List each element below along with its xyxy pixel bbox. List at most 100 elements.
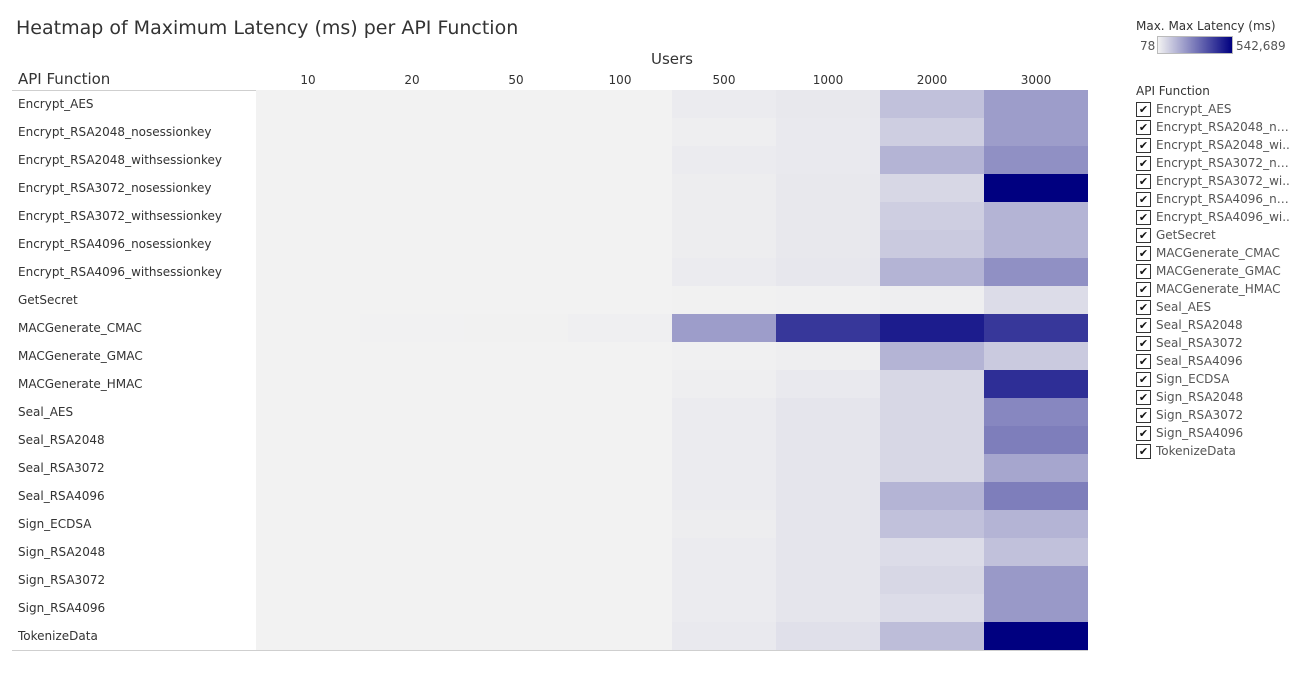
heatmap-cell[interactable] — [672, 538, 776, 566]
heatmap-cell[interactable] — [568, 202, 672, 230]
heatmap-cell[interactable] — [984, 426, 1088, 454]
heatmap-cell[interactable] — [984, 202, 1088, 230]
checkbox-checked-icon[interactable]: ✔ — [1136, 173, 1151, 189]
heatmap-cell[interactable] — [256, 594, 360, 622]
heatmap-cell[interactable] — [568, 342, 672, 370]
checkbox-checked-icon[interactable]: ✔ — [1136, 335, 1151, 351]
checkbox-checked-icon[interactable]: ✔ — [1136, 281, 1151, 297]
heatmap-cell[interactable] — [880, 146, 984, 174]
heatmap-cell[interactable] — [776, 538, 880, 566]
heatmap-cell[interactable] — [880, 510, 984, 538]
filter-item[interactable]: ✔ Encrypt_RSA4096_wi.. — [1136, 208, 1294, 226]
heatmap-cell[interactable] — [984, 314, 1088, 342]
heatmap-cell[interactable] — [776, 370, 880, 398]
heatmap-cell[interactable] — [568, 482, 672, 510]
heatmap-cell[interactable] — [256, 398, 360, 426]
filter-item[interactable]: ✔ Sign_RSA3072 — [1136, 406, 1294, 424]
heatmap-cell[interactable] — [984, 258, 1088, 286]
heatmap-cell[interactable] — [984, 398, 1088, 426]
checkbox-checked-icon[interactable]: ✔ — [1136, 425, 1151, 441]
heatmap-cell[interactable] — [880, 622, 984, 650]
heatmap-cell[interactable] — [672, 174, 776, 202]
heatmap-cell[interactable] — [256, 370, 360, 398]
filter-item[interactable]: ✔ Encrypt_AES — [1136, 100, 1294, 118]
heatmap-cell[interactable] — [776, 118, 880, 146]
heatmap-cell[interactable] — [360, 118, 464, 146]
heatmap-cell[interactable] — [256, 314, 360, 342]
heatmap-cell[interactable] — [880, 258, 984, 286]
heatmap-cell[interactable] — [984, 622, 1088, 650]
heatmap-cell[interactable] — [984, 286, 1088, 314]
filter-item[interactable]: ✔ Sign_ECDSA — [1136, 370, 1294, 388]
checkbox-checked-icon[interactable]: ✔ — [1136, 137, 1151, 153]
filter-item[interactable]: ✔ Sign_RSA4096 — [1136, 424, 1294, 442]
heatmap-cell[interactable] — [464, 342, 568, 370]
heatmap-cell[interactable] — [464, 594, 568, 622]
heatmap-cell[interactable] — [880, 342, 984, 370]
checkbox-checked-icon[interactable]: ✔ — [1136, 443, 1151, 459]
heatmap-cell[interactable] — [984, 370, 1088, 398]
checkbox-checked-icon[interactable]: ✔ — [1136, 227, 1151, 243]
heatmap-cell[interactable] — [464, 370, 568, 398]
heatmap-cell[interactable] — [568, 538, 672, 566]
heatmap-cell[interactable] — [880, 230, 984, 258]
heatmap-cell[interactable] — [360, 454, 464, 482]
heatmap-cell[interactable] — [256, 202, 360, 230]
heatmap-cell[interactable] — [672, 370, 776, 398]
heatmap-cell[interactable] — [568, 454, 672, 482]
filter-item[interactable]: ✔ Seal_AES — [1136, 298, 1294, 316]
heatmap-cell[interactable] — [880, 90, 984, 118]
heatmap-cell[interactable] — [360, 90, 464, 118]
heatmap-cell[interactable] — [464, 482, 568, 510]
heatmap-cell[interactable] — [256, 174, 360, 202]
checkbox-checked-icon[interactable]: ✔ — [1136, 389, 1151, 405]
heatmap-cell[interactable] — [360, 566, 464, 594]
heatmap-cell[interactable] — [464, 622, 568, 650]
heatmap-cell[interactable] — [256, 482, 360, 510]
checkbox-checked-icon[interactable]: ✔ — [1136, 101, 1151, 117]
heatmap-cell[interactable] — [776, 426, 880, 454]
heatmap-cell[interactable] — [672, 314, 776, 342]
checkbox-checked-icon[interactable]: ✔ — [1136, 299, 1151, 315]
heatmap-cell[interactable] — [360, 594, 464, 622]
heatmap-cell[interactable] — [464, 398, 568, 426]
heatmap-cell[interactable] — [568, 314, 672, 342]
heatmap-cell[interactable] — [672, 286, 776, 314]
heatmap-cell[interactable] — [256, 342, 360, 370]
checkbox-checked-icon[interactable]: ✔ — [1136, 191, 1151, 207]
heatmap-cell[interactable] — [360, 426, 464, 454]
heatmap-cell[interactable] — [464, 566, 568, 594]
checkbox-checked-icon[interactable]: ✔ — [1136, 119, 1151, 135]
heatmap-cell[interactable] — [880, 174, 984, 202]
heatmap-cell[interactable] — [360, 510, 464, 538]
heatmap-cell[interactable] — [256, 426, 360, 454]
heatmap-cell[interactable] — [256, 566, 360, 594]
heatmap-cell[interactable] — [464, 90, 568, 118]
heatmap-cell[interactable] — [672, 146, 776, 174]
heatmap-cell[interactable] — [256, 230, 360, 258]
heatmap-cell[interactable] — [984, 342, 1088, 370]
heatmap-cell[interactable] — [464, 426, 568, 454]
heatmap-cell[interactable] — [880, 398, 984, 426]
heatmap-cell[interactable] — [880, 454, 984, 482]
heatmap-cell[interactable] — [360, 622, 464, 650]
heatmap-cell[interactable] — [776, 482, 880, 510]
heatmap-cell[interactable] — [880, 314, 984, 342]
heatmap-cell[interactable] — [568, 286, 672, 314]
checkbox-checked-icon[interactable]: ✔ — [1136, 407, 1151, 423]
heatmap-cell[interactable] — [256, 454, 360, 482]
heatmap-cell[interactable] — [568, 258, 672, 286]
heatmap-cell[interactable] — [360, 342, 464, 370]
heatmap-cell[interactable] — [880, 566, 984, 594]
checkbox-checked-icon[interactable]: ✔ — [1136, 245, 1151, 261]
heatmap-cell[interactable] — [256, 286, 360, 314]
filter-item[interactable]: ✔ Encrypt_RSA4096_no.. — [1136, 190, 1294, 208]
heatmap-cell[interactable] — [360, 370, 464, 398]
heatmap-cell[interactable] — [568, 118, 672, 146]
filter-item[interactable]: ✔ MACGenerate_GMAC — [1136, 262, 1294, 280]
heatmap-cell[interactable] — [360, 174, 464, 202]
heatmap-cell[interactable] — [776, 314, 880, 342]
heatmap-cell[interactable] — [776, 342, 880, 370]
filter-item[interactable]: ✔ Seal_RSA2048 — [1136, 316, 1294, 334]
heatmap-cell[interactable] — [672, 202, 776, 230]
